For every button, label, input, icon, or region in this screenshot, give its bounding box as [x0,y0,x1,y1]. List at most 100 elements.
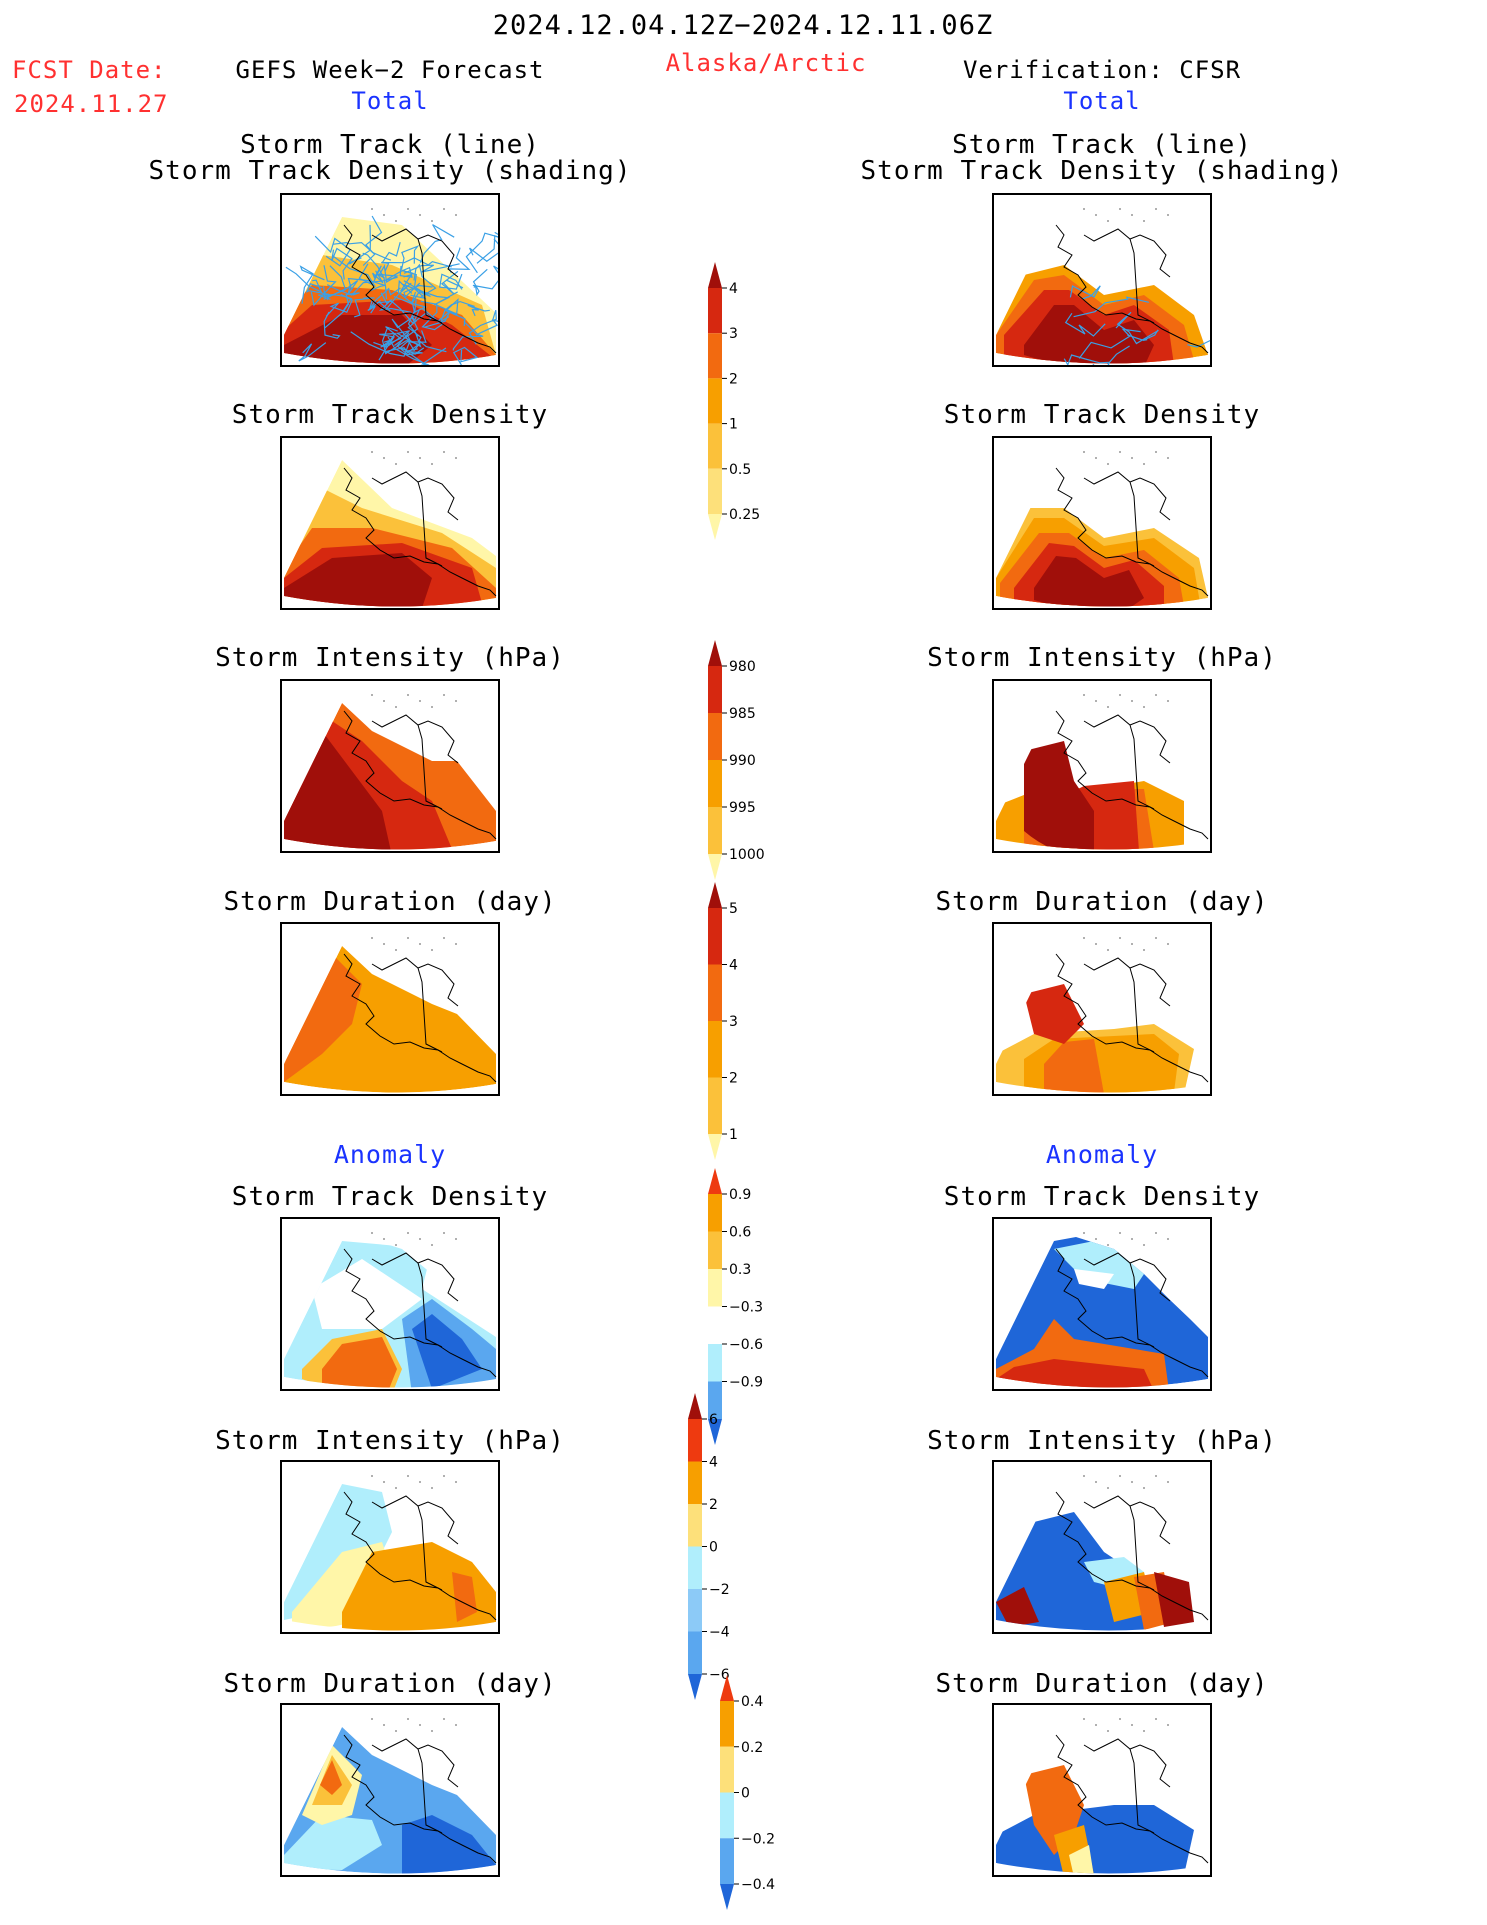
graticule-dot [1131,943,1133,945]
colorbar-segment [708,1381,722,1419]
border-line [417,967,443,1053]
colorbar-label: 995 [729,800,756,816]
colorbar-segment [708,1021,722,1078]
border-line [417,1262,443,1348]
colorbar-svg: 0.4 0.2 0 −0.2 −0.4 [720,1675,775,1910]
map-intensity-anom-forecast [280,1460,500,1634]
graticule-dot [431,220,433,222]
storm-track-line [475,319,498,336]
storm-track-line [378,292,412,313]
graticule-dot [1155,937,1157,939]
graticule-dot [431,706,433,708]
graticule-dot [1083,937,1085,939]
graticule-dot [1167,943,1169,945]
map-svg [996,1718,1209,1874]
colorbar-label: 1000 [729,847,765,863]
colorbar-segment [688,1393,702,1419]
colorbar-label: −0.6 [729,1337,763,1353]
colorbar-label: 0.3 [729,1262,751,1278]
map-svg [284,208,498,365]
coastline [343,224,497,354]
colorbar-label: 2 [709,1497,718,1513]
coastline [343,1491,497,1621]
storm-track-line [350,331,411,357]
coastline [1055,1734,1209,1864]
graticule-dot [1167,1724,1169,1726]
shaded-region [452,1572,477,1622]
coastline [1055,953,1209,1083]
panel-title-duration-right: Storm Duration (day) [935,887,1269,917]
storm-track-line [400,244,420,270]
panel-title-duration-anom-left: Storm Duration (day) [223,1669,557,1699]
fcst-date-label: FCST Date: [12,56,167,84]
graticule-dot [443,208,445,210]
graticule-dot [1143,949,1145,951]
panel-title-duration-anom-right: Storm Duration (day) [935,1669,1269,1699]
map-svg [284,1232,497,1388]
coastline [1055,1491,1209,1621]
colorbar-label: −0.9 [729,1375,763,1391]
colorbar-segment [688,1589,702,1632]
graticule-dot [1131,700,1133,702]
colorbar-segment [708,288,722,334]
graticule-dot [371,451,373,453]
colorbar-segment [720,1792,734,1839]
border-line [1129,724,1155,810]
graticule-dot [383,214,385,216]
map-duration-forecast [280,922,500,1096]
colorbar-intensity: 980 985 990 995 1000 [700,640,790,880]
colorbar-segment [688,1419,702,1462]
shaded-region [284,553,432,607]
border-line [1129,238,1155,324]
panel-title-track-shading-left: Storm Track Density (shading) [148,156,632,186]
colorbar-density-anomaly: 0.9 0.6 0.3 −0.3 −0.6 −0.9 [700,1168,790,1445]
storm-track-line [1127,329,1159,341]
graticule-dot [1155,1718,1157,1720]
border-line [1129,967,1155,1053]
storm-track-line [452,321,484,351]
storm-track-line [377,264,399,283]
shaded-region [312,1259,422,1329]
storm-track-line [324,292,360,329]
graticule-dot [1167,214,1169,216]
panel-title-intensity-anom-right: Storm Intensity (hPa) [927,1426,1277,1456]
colorbar-label: −0.2 [741,1831,775,1847]
colorbar-label: −0.3 [729,1300,763,1316]
graticule-dot [407,451,409,453]
colorbar-segment [688,1631,702,1674]
colorbar-segment [688,1504,702,1547]
map-density-anom-forecast [280,1217,500,1391]
graticule-dot [443,937,445,939]
storm-track-line [465,231,498,274]
colorbar-duration-anomaly: 0.4 0.2 0 −0.2 −0.4 [712,1675,802,1910]
colorbar-label: −4 [709,1625,730,1641]
storm-track-line [314,235,351,267]
colorbar-label: 0.6 [729,1225,751,1241]
graticule-dot [395,220,397,222]
storm-track-line [468,310,497,345]
graticule-dot [371,208,373,210]
colorbar-segment [688,1461,702,1504]
map-track-verification [992,193,1212,367]
storm-track-line [310,265,337,307]
colorbar-label: 985 [729,706,756,722]
panel-title-density-anom-left: Storm Track Density [231,1182,549,1212]
storm-track-line [440,270,464,295]
graticule-dot [1143,1244,1145,1246]
colorbar-intensity-anomaly: 6 4 2 0 −2 −4 −6 [680,1393,770,1700]
graticule-dot [407,694,409,696]
colorbar-label: 2 [729,371,738,387]
graticule-dot [455,1724,457,1726]
graticule-dot [1143,1487,1145,1489]
colorbar-label: 6 [709,1412,718,1428]
graticule-dot [1119,694,1121,696]
graticule-dot [383,1481,385,1483]
graticule-dot [395,463,397,465]
shaded-region [284,1815,382,1870]
graticule-dot [443,1232,445,1234]
graticule-dot [455,1481,457,1483]
border-line [1129,1505,1155,1591]
storm-track-line [285,266,323,294]
panel-title-intensity-anom-left: Storm Intensity (hPa) [215,1426,565,1456]
graticule-dot [371,1475,373,1477]
